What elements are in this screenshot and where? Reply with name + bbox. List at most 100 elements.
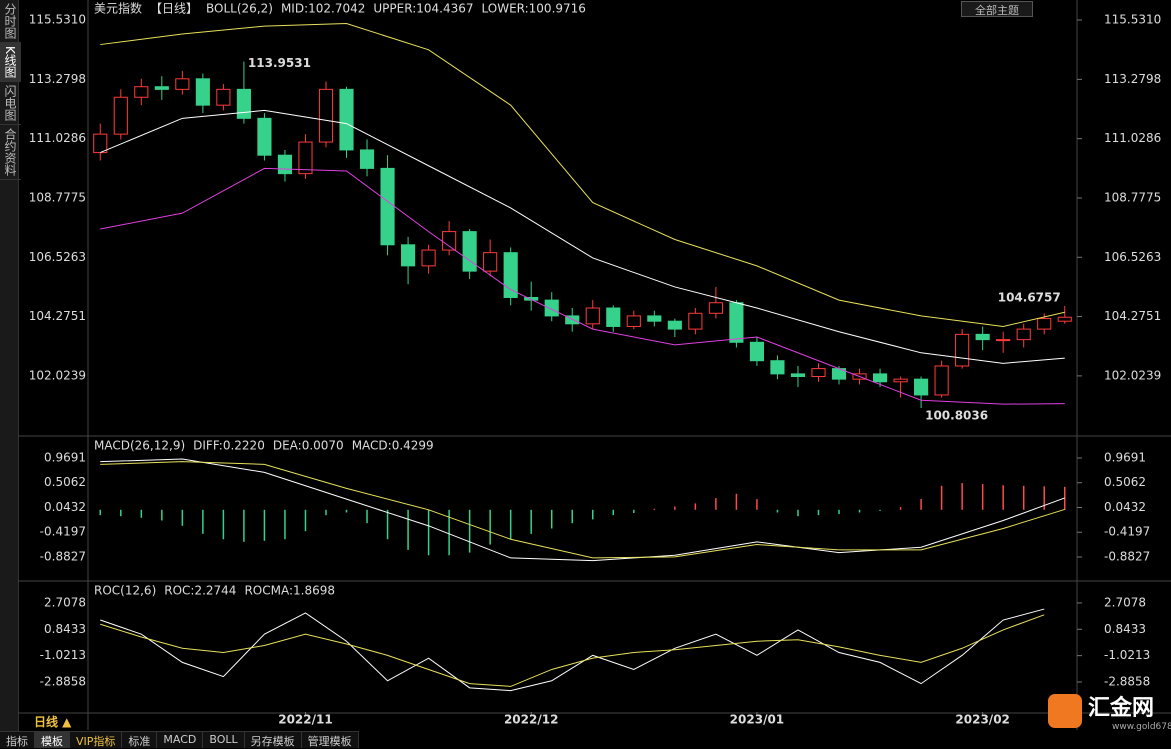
y-tick-label: 111.0286 [1104,131,1161,145]
x-tick-label: 2023/01 [730,713,784,727]
sidebar-tab[interactable]: K线图 [0,43,21,82]
candle-body [893,378,908,383]
y-tick-label: 104.2751 [29,309,86,323]
indicator-line [100,22,1065,327]
y-tick-label: -2.8858 [40,674,86,688]
y-tick-label: 111.0286 [29,131,86,145]
y-tick-label: 2.7078 [1104,595,1146,609]
sidebar: 分时图 K线图 闪电图 合约资料 [0,0,21,747]
candle-body [934,365,949,396]
tab[interactable]: 模板 [35,732,70,748]
candle-body [667,320,682,330]
candle-body [1057,316,1072,322]
y-tick-label: 102.0239 [1104,368,1161,382]
x-tick-label: 2023/02 [955,713,1009,727]
legend-label: ROC:2.2744 [164,584,236,598]
y-tick-label: 113.2798 [1104,72,1161,86]
y-tick-label: 106.5263 [29,250,86,264]
tab[interactable]: 管理模板 [302,732,359,748]
tab[interactable]: BOLL [203,732,245,748]
candle-body [770,360,785,375]
theme-button[interactable]: 全部主题 [961,1,1033,17]
y-tick-label: 0.9691 [44,450,86,464]
candle-body [955,333,970,367]
legend-label: MACD:0.4299 [352,439,434,453]
indicator-line [100,109,1065,364]
y-tick-label: -2.8858 [1104,674,1150,688]
logo-icon [1048,694,1082,728]
candle-body [1037,318,1052,330]
y-tick-label: -1.0213 [40,648,86,662]
y-tick-label: 0.8433 [44,622,86,636]
candle-body [606,307,621,327]
candle-body [626,315,641,327]
chart: 115.5310 115.5310 113.2798 113.2798 111.0286… [18,0,1171,730]
legend-label: BOLL(26,2) [206,2,273,16]
y-tick-label: -0.4197 [40,525,86,539]
candle-body [175,78,190,90]
x-tick-label: 2022/12 [504,713,558,727]
candle-body [216,88,231,106]
candle-body [380,167,395,246]
legend-label: DEA:0.0070 [273,439,344,453]
candle-body [708,302,723,314]
legend-label: MID:102.7042 [281,2,365,16]
y-tick-label: 115.5310 [29,13,86,27]
tab[interactable]: 另存模板 [245,732,302,748]
tab[interactable]: 指标 [0,732,35,748]
candle-body [401,244,416,267]
y-tick-label: 0.8433 [1104,622,1146,636]
candle-body [565,315,580,325]
y-tick-label: 0.5062 [1104,475,1146,489]
sidebar-tab[interactable]: 闪电图 [0,82,21,125]
indicator-line [100,458,1065,562]
y-tick-label: 108.7775 [1104,190,1161,204]
candle-body [729,302,744,343]
candle-body [585,307,600,325]
y-tick-label: 108.7775 [29,190,86,204]
candle-body [483,252,498,272]
legend-label: 【日线】 [150,2,198,16]
y-tick-label: -1.0213 [1104,648,1150,662]
high-annotation: 104.6757 [998,291,1061,305]
candle-body [647,315,662,322]
y-tick-label: -0.8827 [40,549,86,563]
low-annotation: 100.8036 [925,409,988,423]
candle-body [872,373,888,383]
logo-name: 汇金网 [1088,696,1155,721]
y-tick-label: 102.0239 [29,368,86,382]
legend-label: LOWER:100.9716 [482,2,586,16]
indicator-line [100,461,1065,559]
legend-label: UPPER:104.4367 [373,2,473,16]
candle-body [975,333,990,341]
y-tick-label: 0.0432 [44,500,86,514]
y-tick-label: -0.8827 [1104,549,1150,563]
candle-body [749,341,764,362]
candle-body [257,117,272,156]
x-tick-label: 2022/11 [278,713,332,727]
y-tick-label: 104.2751 [1104,309,1161,323]
tab[interactable]: MACD [157,732,204,748]
tab-bar: 指标 模板 VIP指标 标准 MACD BOLL 另存模板 管理模板 [0,731,359,748]
candle-body [503,252,518,298]
candle-body [688,312,703,330]
y-tick-label: 2.7078 [44,595,86,609]
candle-body [318,88,334,143]
tab[interactable]: 标准 [122,732,158,748]
candle-body [421,249,436,267]
period-button[interactable]: 日线 ▲ [34,715,72,729]
candle-body [154,86,169,90]
logo-url: www.gold678.com [1112,722,1171,732]
legend-label: 美元指数 [94,1,142,16]
y-tick-label: 106.5263 [1104,250,1161,264]
sidebar-tab[interactable]: 合约资料 [0,125,21,180]
tab[interactable]: VIP指标 [70,732,123,748]
y-tick-label: 0.5062 [44,475,86,489]
y-tick-label: 0.9691 [1104,450,1146,464]
candle-body [1016,328,1031,341]
candle-body [236,88,251,119]
sidebar-tab[interactable]: 分时图 [0,0,21,43]
indicator-line [100,608,1045,692]
